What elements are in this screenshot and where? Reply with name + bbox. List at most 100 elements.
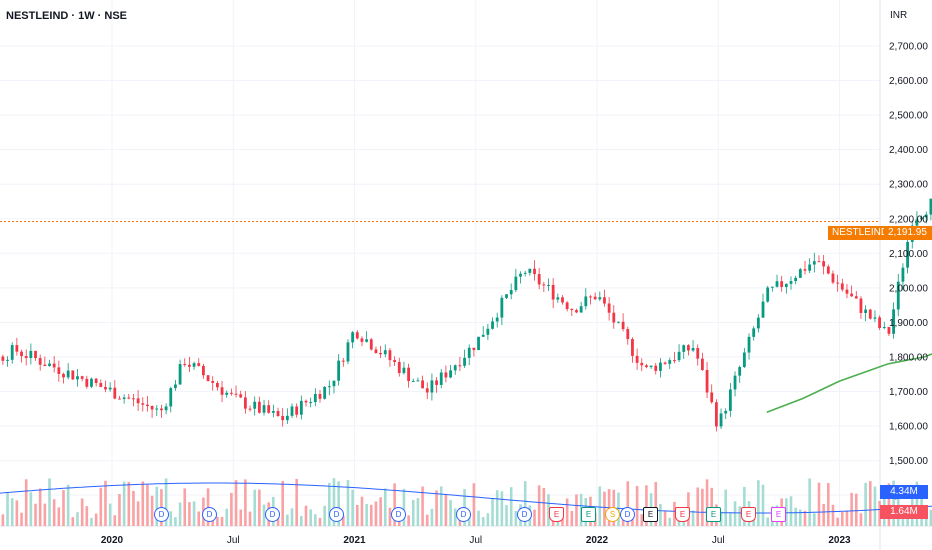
- candle-body: [188, 364, 191, 367]
- candle-body: [514, 276, 518, 291]
- candle-body: [243, 397, 247, 409]
- candle-body: [402, 367, 406, 374]
- dividend-marker[interactable]: D: [391, 507, 406, 522]
- candle-body: [901, 267, 905, 282]
- volume-bar: [342, 515, 345, 526]
- volume-bar: [467, 514, 471, 526]
- split-marker[interactable]: S: [605, 507, 620, 522]
- last-price-tag: 2,191.95: [884, 226, 932, 240]
- volume-bar: [402, 488, 406, 526]
- volume-bar: [48, 478, 51, 526]
- volume-bar: [547, 494, 550, 526]
- candle-body: [798, 269, 802, 278]
- earnings-marker[interactable]: E: [581, 507, 596, 522]
- volume-bar: [122, 481, 126, 526]
- volume-bar: [859, 513, 863, 526]
- dividend-marker[interactable]: D: [202, 507, 217, 522]
- candle-body: [62, 373, 65, 378]
- candle-body: [617, 321, 620, 323]
- dividend-marker[interactable]: D: [154, 507, 169, 522]
- candle-body: [132, 398, 135, 400]
- volume-bar: [38, 488, 42, 526]
- candle-body: [122, 397, 126, 400]
- earnings-marker[interactable]: E: [675, 507, 690, 522]
- candle-body: [607, 303, 611, 313]
- candle-body: [108, 387, 112, 390]
- volume-bar: [76, 512, 79, 526]
- volume-bar: [435, 490, 438, 526]
- volume-bar: [575, 494, 578, 526]
- dividend-marker[interactable]: D: [265, 507, 280, 522]
- volume-bar: [477, 510, 480, 526]
- volume-bar: [514, 510, 518, 526]
- candle-body: [868, 309, 872, 319]
- candle-body: [439, 372, 443, 385]
- price-axis: 2,700.00 2,600.00 2,500.00 2,400.00 2,300.00…: [889, 42, 928, 502]
- candle-body: [873, 317, 877, 319]
- y-tick-label: 2,100.00: [889, 249, 928, 260]
- earnings-marker[interactable]: E: [643, 507, 658, 522]
- volume-bar: [603, 491, 606, 526]
- candle-body: [183, 364, 187, 366]
- dividend-marker[interactable]: D: [517, 507, 532, 522]
- candle-body: [626, 329, 630, 340]
- earnings-marker[interactable]: E: [706, 507, 721, 522]
- candle-body: [663, 362, 667, 364]
- volume-bar: [150, 495, 154, 526]
- candle-body: [351, 332, 355, 343]
- candle-body: [43, 364, 47, 367]
- volume-bar: [43, 503, 47, 526]
- candle-body: [756, 317, 760, 329]
- dividend-marker[interactable]: D: [456, 507, 471, 522]
- earnings-marker[interactable]: E: [771, 507, 786, 522]
- candle-body: [742, 352, 746, 368]
- y-tick-label: 2,600.00: [889, 76, 928, 87]
- candle-body: [48, 363, 51, 367]
- x-tick-label: 2023: [828, 535, 851, 546]
- volume-bar: [248, 511, 252, 526]
- volume-bar: [761, 484, 765, 526]
- volume-bar: [360, 496, 364, 526]
- volume-bar: [411, 499, 415, 526]
- candle-body: [234, 393, 238, 395]
- candle-body: [789, 281, 793, 284]
- dividend-marker[interactable]: D: [620, 507, 635, 522]
- earnings-marker[interactable]: E: [549, 507, 564, 522]
- candle-body: [906, 241, 909, 268]
- volume-bar: [309, 509, 312, 526]
- candle-body: [486, 328, 490, 335]
- candle-body: [467, 347, 471, 358]
- volume-bar: [789, 496, 793, 526]
- x-tick-label: Jul: [469, 535, 482, 546]
- dividend-marker[interactable]: D: [329, 507, 344, 522]
- candle-body: [551, 284, 555, 300]
- candle-body: [752, 328, 756, 337]
- candle-body: [696, 348, 700, 359]
- symbol-title: NESTLEIND · 1W · NSE: [6, 10, 128, 22]
- volume-bar: [724, 489, 728, 526]
- volume-bar: [924, 517, 928, 526]
- candle-body: [365, 339, 369, 342]
- volume-bar: [449, 500, 452, 526]
- candle-body: [612, 312, 616, 323]
- candle-body: [99, 383, 103, 388]
- volume-bar: [300, 515, 303, 526]
- candle-body: [649, 365, 653, 368]
- volume-bar: [216, 516, 219, 526]
- volume-bar: [346, 480, 350, 526]
- candle-body: [160, 408, 163, 411]
- candle-body: [430, 380, 434, 393]
- candle-body: [864, 309, 868, 313]
- earnings-marker[interactable]: E: [741, 507, 756, 522]
- candle-body: [603, 297, 606, 304]
- candle-body: [15, 345, 19, 352]
- candle-body: [845, 289, 849, 294]
- volume-bar: [314, 514, 317, 526]
- candle-body: [85, 378, 89, 387]
- volume-bar: [85, 506, 89, 526]
- volume-bar: [668, 517, 672, 526]
- volume-bar: [225, 508, 229, 526]
- candle-body: [728, 389, 732, 411]
